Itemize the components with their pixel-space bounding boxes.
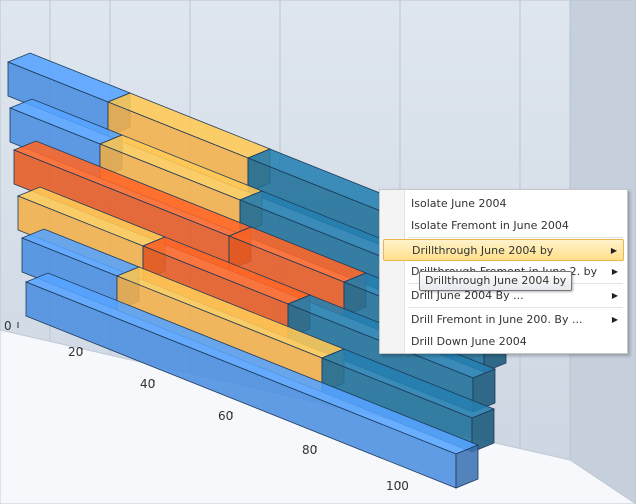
submenu-arrow-icon: ▶ xyxy=(611,267,618,276)
menu-icon-gutter xyxy=(380,190,405,353)
menu-item-0[interactable]: Isolate June 2004 xyxy=(383,193,624,215)
submenu-arrow-icon: ▶ xyxy=(610,246,617,255)
menu-item-4[interactable]: Drill June 2004 By ... ▶ xyxy=(383,285,624,307)
menu-item-5[interactable]: Drill Fremont in June 200. By ... ▶ xyxy=(383,309,624,331)
menu-item-label: Drill Fremont in June 200. By ... xyxy=(411,313,583,326)
menu-item-label: Isolate Fremont in June 2004 xyxy=(411,219,569,232)
bar-row-4-seg-2-end[interactable] xyxy=(471,408,495,453)
submenu-arrow-icon: ▶ xyxy=(611,315,618,324)
menu-separator xyxy=(408,237,623,238)
axis-tick-label: 20 xyxy=(68,345,83,359)
axis-tick-label: 100 xyxy=(386,479,409,493)
menu-item-label: Isolate June 2004 xyxy=(411,197,507,210)
menu-separator xyxy=(408,307,623,308)
submenu-arrow-icon: ▶ xyxy=(611,291,618,300)
bar-row-5-seg-0-end[interactable] xyxy=(455,444,479,489)
menu-item-6[interactable]: Drill Down June 2004 xyxy=(383,331,624,353)
axis-tick-label: 0 xyxy=(4,319,12,333)
menu-item-2[interactable]: Drillthrough June 2004 by ▶ xyxy=(383,239,624,261)
menu-item-label: Drill June 2004 By ... xyxy=(411,289,524,302)
menu-item-1[interactable]: Isolate Fremont in June 2004 xyxy=(383,215,624,237)
axis-tick-label: 80 xyxy=(302,443,317,457)
axis-tick-label: 60 xyxy=(218,409,233,423)
tooltip: Drillthrough June 2004 by xyxy=(419,271,573,291)
axis-tick-label: 40 xyxy=(140,377,155,391)
menu-item-label: Drill Down June 2004 xyxy=(411,335,527,348)
menu-item-label: Drillthrough June 2004 by xyxy=(412,244,554,257)
